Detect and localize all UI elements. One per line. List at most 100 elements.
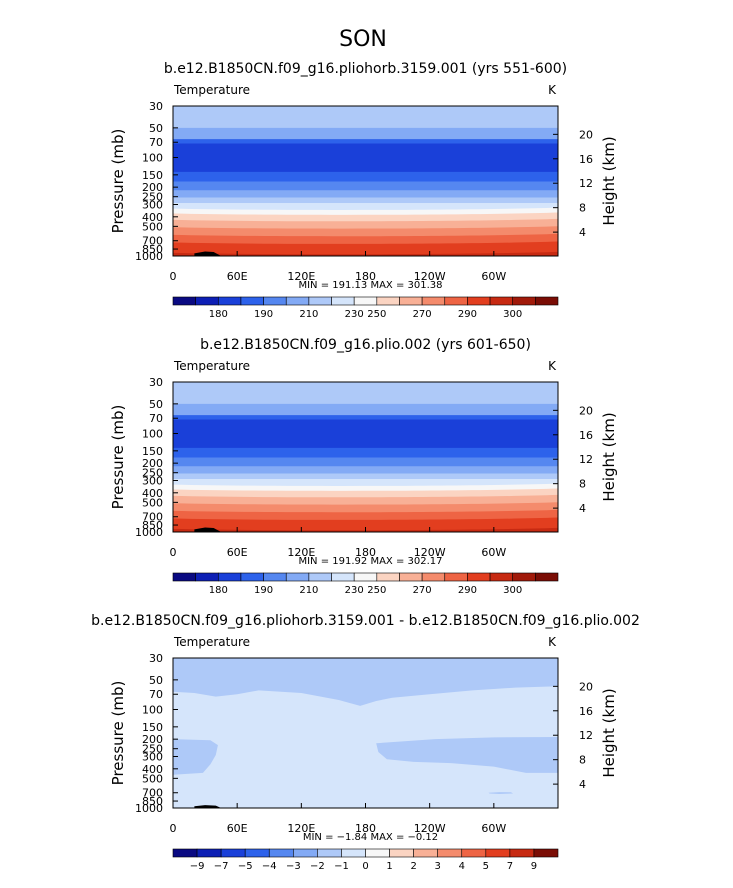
colorbar-swatch: [512, 296, 536, 306]
x-tick-label: 60W: [481, 546, 506, 559]
y-tick-label: 700: [142, 235, 163, 248]
colorbar-swatch: [172, 572, 196, 582]
colorbar-label: 7: [507, 861, 513, 872]
y-tick-label: 300: [142, 750, 163, 763]
panel-variable-label: Temperature: [173, 635, 250, 649]
y-tick-label: 500: [142, 220, 163, 233]
y-right-tick-label: 20: [579, 680, 593, 693]
colorbar-swatch: [376, 572, 400, 582]
colorbar-label: 0: [362, 861, 368, 872]
figure-season-title: SON: [339, 27, 387, 52]
y-axis-label: Pressure (mb): [109, 405, 127, 510]
y-right-tick-label: 4: [579, 226, 586, 239]
colorbar-swatch: [489, 572, 514, 582]
contour-band: [173, 527, 558, 532]
colorbar: −9 −7 −5 −4 −3 −2 −1 0 1 2 3 4 5 7 9: [172, 848, 559, 872]
colorbar-label: −9: [190, 861, 205, 872]
colorbar-swatch: [512, 572, 536, 582]
colorbar-label: 230: [345, 585, 364, 596]
contour-band: [173, 251, 558, 256]
colorbar-label: 290: [458, 309, 477, 320]
colorbar-label: 290: [458, 585, 477, 596]
colorbar-label: 250: [367, 585, 386, 596]
colorbar-label: 3: [435, 861, 441, 872]
colorbar-swatch: [399, 296, 423, 306]
y-tick-label: 250: [142, 191, 163, 204]
y-tick-label: 100: [142, 428, 163, 441]
y-right-tick-label: 16: [579, 705, 593, 718]
x-tick-label: 0: [170, 822, 177, 835]
colorbar-swatch: [489, 296, 514, 306]
y-axis-label: Pressure (mb): [109, 129, 127, 234]
colorbar-label: 180: [209, 585, 228, 596]
y-tick-label: 30: [149, 376, 163, 389]
plot-area: [173, 658, 558, 808]
colorbar-label: 180: [209, 309, 228, 320]
contour-region: [173, 658, 558, 706]
y-tick-label: 500: [142, 496, 163, 509]
y-right-tick-label: 4: [579, 778, 586, 791]
colorbar-swatch: [365, 848, 390, 858]
panel-title: b.e12.B1850CN.f09_g16.plio.002 (yrs 601-…: [200, 337, 531, 353]
colorbar-swatch: [467, 572, 491, 582]
x-tick-label: 0: [170, 270, 177, 283]
colorbar-swatch: [444, 296, 468, 306]
y-tick-label: 70: [149, 136, 163, 149]
y-right-axis-label: Height (km): [600, 688, 618, 777]
y-right-tick-label: 8: [579, 478, 586, 491]
y-tick-label: 150: [142, 169, 163, 182]
colorbar-swatch: [263, 572, 287, 582]
colorbar-swatch: [535, 572, 559, 582]
y-tick-label: 200: [142, 733, 163, 746]
y-tick-label: 400: [142, 763, 163, 776]
colorbar-swatch: [308, 572, 332, 582]
stats-label: MIN = 191.92 MAX = 302.17: [298, 556, 442, 567]
y-tick-label: 150: [142, 721, 163, 734]
x-tick-label: 180: [355, 546, 376, 559]
terrain-mask: [194, 251, 222, 256]
colorbar-swatch: [467, 296, 491, 306]
colorbar-swatch: [217, 296, 242, 306]
colorbar-swatch: [353, 572, 378, 582]
colorbar-swatch: [535, 296, 559, 306]
colorbar-label: 1: [386, 861, 392, 872]
y-right-tick-label: 4: [579, 502, 586, 515]
x-tick-label: 180: [355, 822, 376, 835]
x-tick-label: 60W: [481, 270, 506, 283]
colorbar-swatch: [421, 572, 446, 582]
y-tick-label: 250: [142, 467, 163, 480]
colorbar-swatch: [331, 296, 355, 306]
y-right-tick-label: 8: [579, 754, 586, 767]
y-tick-label: 250: [142, 743, 163, 756]
y-right-tick-label: 16: [579, 429, 593, 442]
colorbar-swatch: [217, 572, 242, 582]
y-tick-label: 50: [149, 122, 163, 135]
x-tick-label: 60E: [227, 822, 248, 835]
y-right-tick-label: 20: [579, 128, 593, 141]
colorbar-swatch: [331, 572, 355, 582]
x-tick-label: 180: [355, 270, 376, 283]
colorbar-label: −7: [214, 861, 229, 872]
colorbar-swatch: [240, 296, 264, 306]
y-right-tick-label: 16: [579, 153, 593, 166]
stats-label: MIN = 191.13 MAX = 301.38: [298, 280, 442, 291]
y-right-tick-label: 12: [579, 729, 593, 742]
y-tick-label: 1000: [135, 802, 163, 815]
contour-band: [173, 517, 558, 532]
colorbar-swatch: [285, 572, 310, 582]
x-tick-label: 120E: [287, 270, 315, 283]
colorbar: 180 190 210 230 250 270 290 300: [172, 572, 559, 596]
contour-band: [173, 241, 558, 256]
colorbar-swatch: [263, 296, 287, 306]
y-tick-label: 400: [142, 211, 163, 224]
colorbar-label: 190: [254, 309, 273, 320]
y-right-axis-label: Height (km): [600, 136, 618, 225]
y-tick-label: 30: [149, 100, 163, 113]
colorbar-swatch: [421, 296, 446, 306]
x-tick-label: 60E: [227, 270, 248, 283]
colorbar-label: 2: [410, 861, 416, 872]
colorbar-swatch: [244, 848, 270, 858]
x-tick-label: 0: [170, 546, 177, 559]
colorbar-swatch: [308, 296, 332, 306]
colorbar-swatch: [461, 848, 487, 858]
